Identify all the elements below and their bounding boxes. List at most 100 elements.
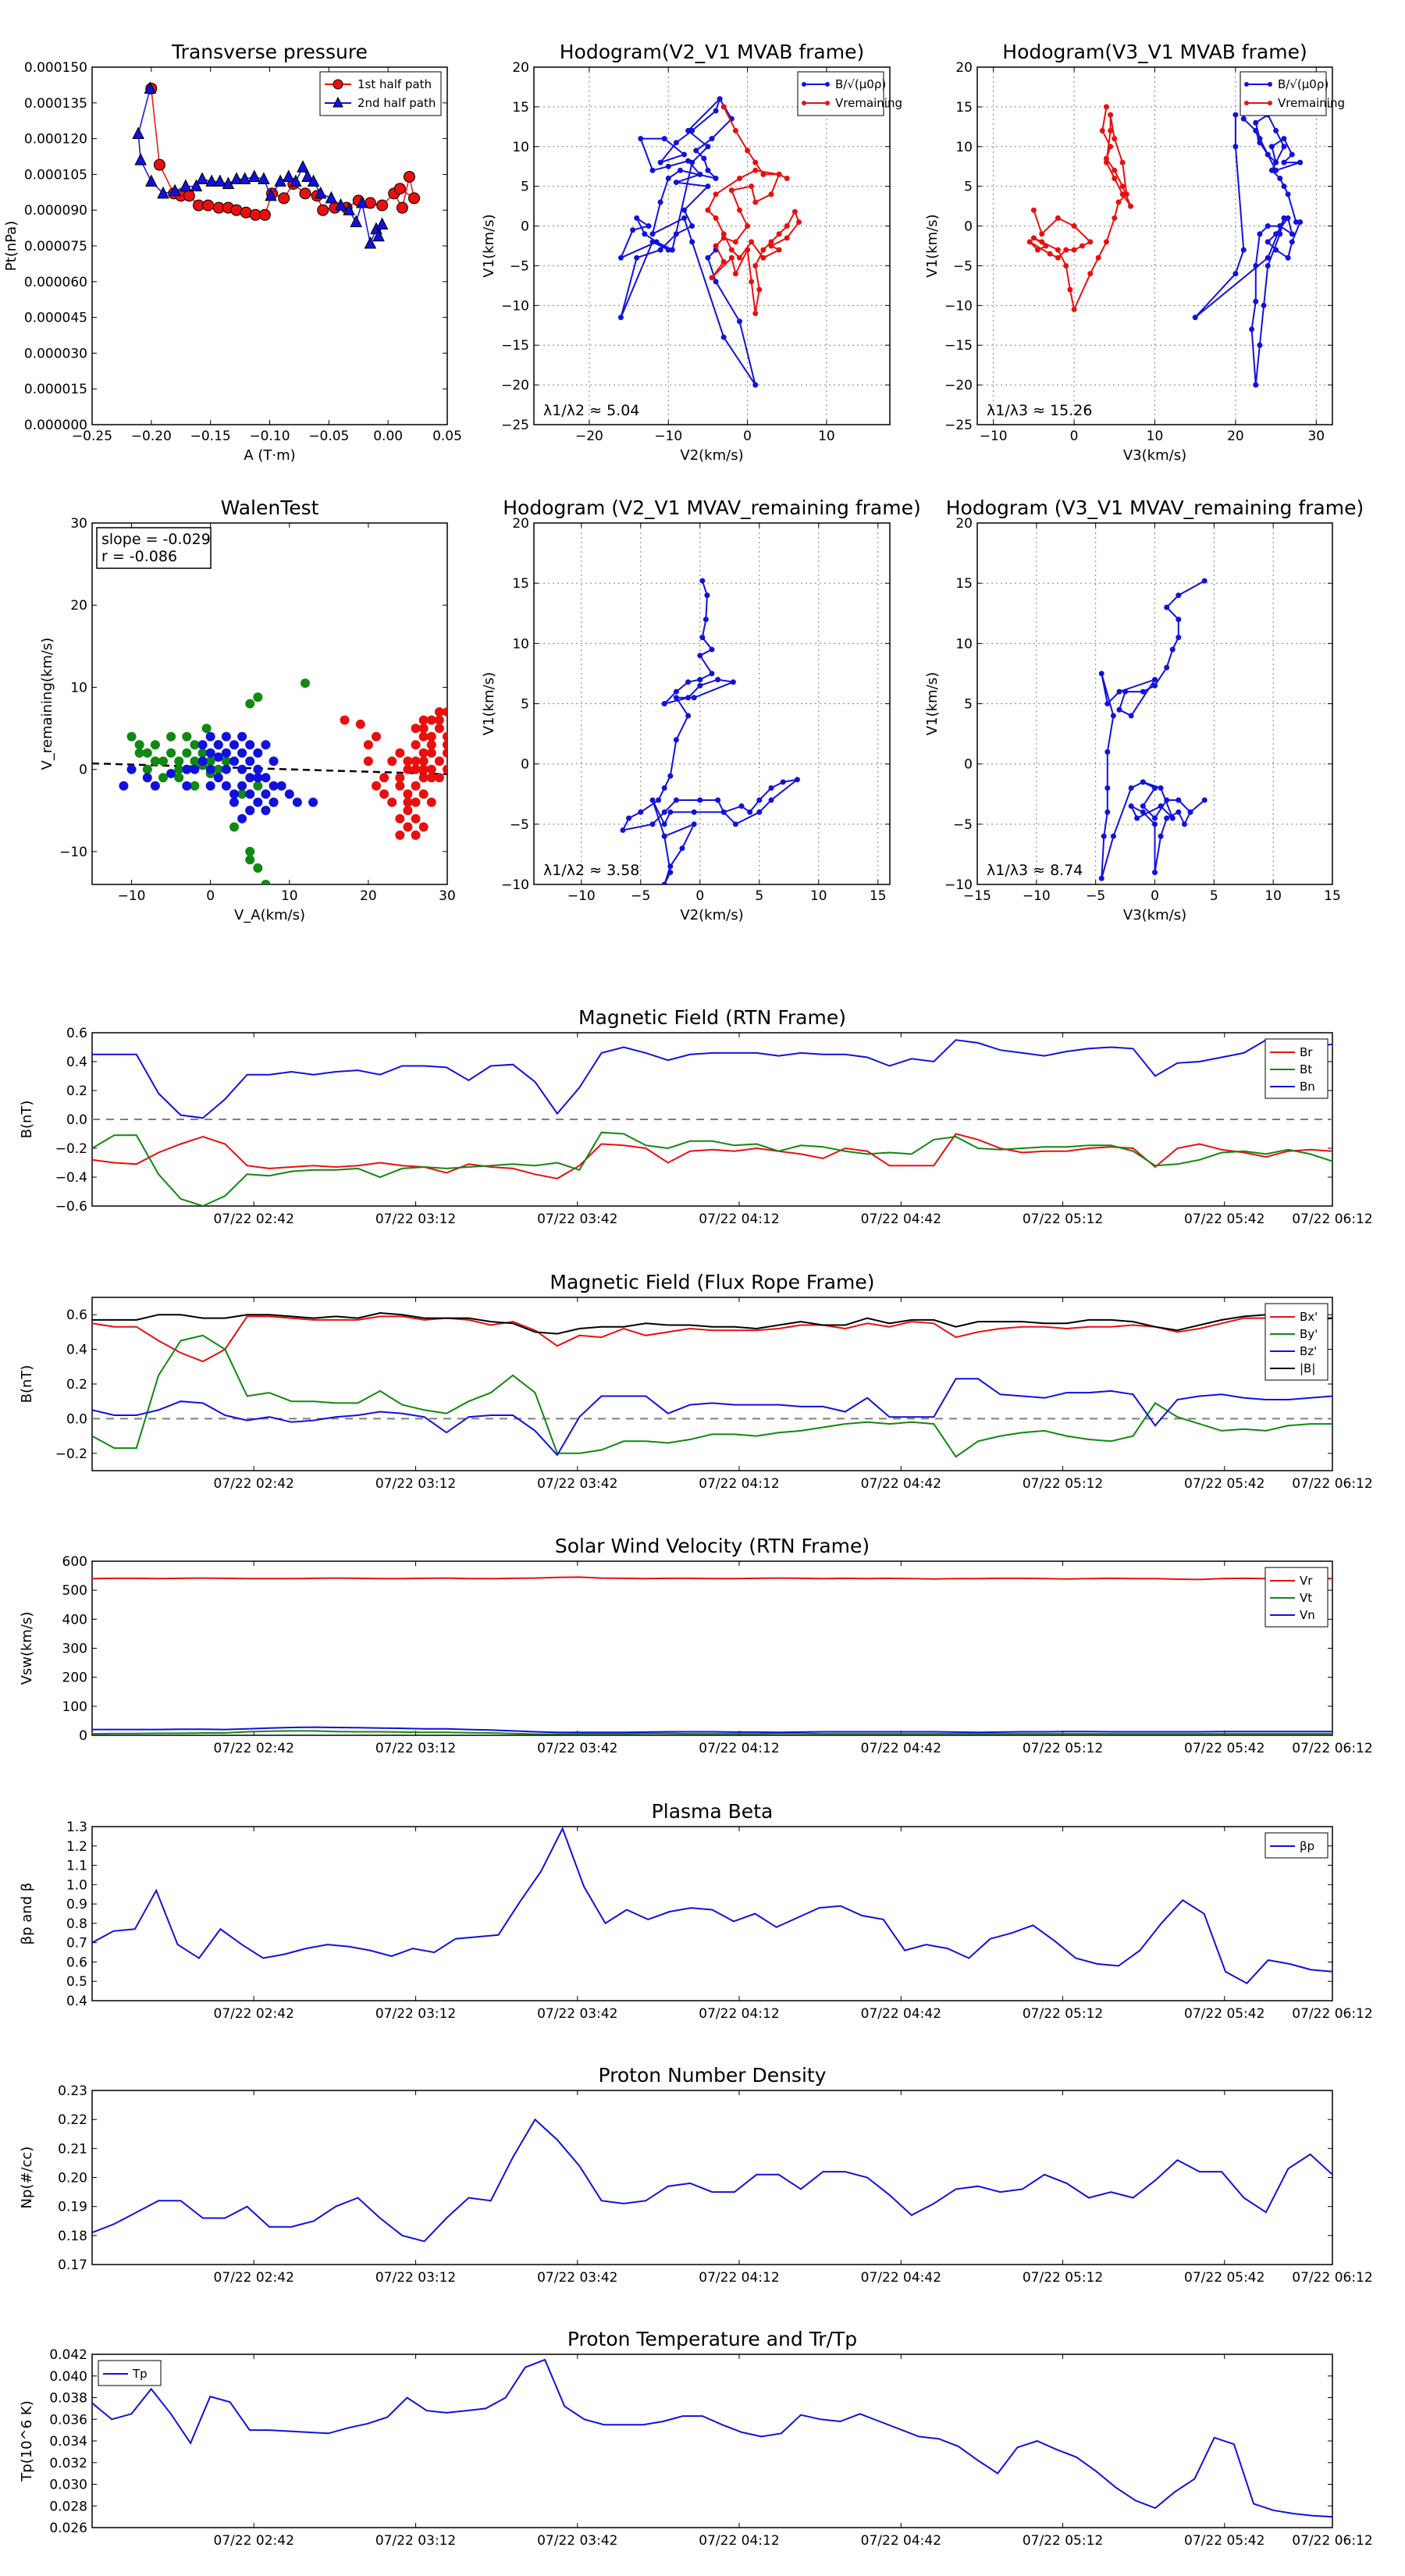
- data-point: [418, 764, 429, 774]
- x-tick-label: −0.25: [72, 429, 112, 444]
- data-point: [182, 781, 192, 791]
- data-point: [736, 207, 742, 213]
- data-point: [1253, 382, 1259, 388]
- y-tick-label: 0.000000: [24, 418, 87, 433]
- data-point: [749, 183, 755, 190]
- data-point: [134, 740, 144, 750]
- time-tick-label: 07/22 02:42: [214, 1212, 294, 1227]
- data-point: [258, 208, 271, 221]
- time-tick-label: 07/22 04:12: [699, 2533, 779, 2549]
- data-point: [245, 789, 255, 799]
- y-tick-label: 0.0: [66, 1112, 87, 1128]
- data-point: [1176, 592, 1182, 599]
- legend-label: Bn: [1300, 1080, 1315, 1094]
- y-tick-label: −25: [501, 418, 529, 433]
- data-point: [119, 781, 129, 791]
- data-point: [258, 172, 270, 185]
- time-tick-label: 07/22 03:12: [375, 1212, 456, 1227]
- data-point: [343, 203, 355, 215]
- eigenvalue-ratio: λ1/λ3 ≈ 8.74: [987, 862, 1083, 879]
- data-point: [667, 870, 674, 876]
- data-point: [237, 813, 247, 824]
- data-point: [638, 136, 644, 142]
- y-tick-label: 15: [512, 576, 529, 592]
- y-tick-label: 0.21: [58, 2141, 87, 2157]
- plot-area: [1098, 578, 1208, 881]
- legend-label: Br: [1300, 1045, 1313, 1059]
- data-point: [689, 127, 695, 133]
- data-point: [308, 797, 318, 807]
- plot-frame: [533, 66, 891, 425]
- data-point: [713, 279, 719, 285]
- data-point: [1277, 175, 1283, 181]
- data-point: [1264, 223, 1271, 229]
- x-tick-label: 20: [1227, 429, 1244, 444]
- time-tick-label: 07/22 05:12: [1023, 1476, 1103, 1492]
- y-tick-label: 5: [964, 697, 973, 713]
- data-point: [222, 176, 235, 190]
- x-tick-label: −10: [118, 888, 146, 904]
- data-point: [1110, 833, 1116, 839]
- y-axis-label: Tp(10^6 K): [19, 2400, 35, 2482]
- y-tick-label: 0.000150: [24, 60, 87, 76]
- x-tick-label: 30: [439, 888, 456, 904]
- time-tick-label: 07/22 03:42: [537, 2533, 617, 2549]
- data-point: [702, 616, 709, 622]
- data-point: [269, 797, 279, 807]
- data-point: [1112, 167, 1118, 173]
- y-tick-label: 5: [521, 180, 529, 195]
- y-tick-label: −20: [944, 378, 973, 393]
- data-point: [1104, 809, 1111, 815]
- plot-area: [92, 1039, 1332, 1206]
- data-point: [1277, 231, 1283, 237]
- data-point: [661, 881, 667, 884]
- y-axis-label: Vsw(km/s): [19, 1612, 35, 1685]
- data-point: [1273, 159, 1279, 165]
- y-tick-label: −20: [501, 378, 529, 393]
- y-tick-label: 500: [62, 1583, 87, 1599]
- y-tick-label: 0.000030: [24, 346, 87, 361]
- data-point: [443, 731, 447, 742]
- data-point: [1273, 231, 1279, 237]
- data-point: [709, 646, 715, 653]
- data-point: [1140, 809, 1146, 815]
- data-point: [1281, 215, 1287, 221]
- x-tick-label: −20: [575, 429, 603, 444]
- data-point: [253, 764, 263, 774]
- chart-panel-1: Transverse pressure −0.25 −0.20 −0.15 −0.10 −…: [3, 41, 462, 464]
- data-point: [657, 159, 663, 165]
- data-point: [1112, 175, 1118, 181]
- legend-label: Vr: [1300, 1574, 1313, 1588]
- data-point: [699, 635, 706, 641]
- data-point: [657, 247, 663, 253]
- data-point: [1240, 116, 1247, 122]
- data-point: [426, 797, 436, 807]
- x-tick-label: 5: [755, 888, 763, 904]
- time-tick-label: 07/22 05:42: [1184, 2270, 1264, 2286]
- legend-label: 1st half path: [357, 77, 432, 91]
- data-point: [1103, 239, 1109, 245]
- plot-area: [92, 1576, 1332, 1735]
- data-point: [261, 789, 271, 799]
- data-point: [180, 179, 192, 192]
- y-tick-label: 0.000105: [24, 167, 87, 183]
- data-point: [403, 822, 413, 832]
- series-line-np: [92, 2118, 1332, 2243]
- legend: B/√(μ0ρ) Vremaining: [1240, 71, 1345, 116]
- data-point: [1253, 262, 1259, 269]
- data-point: [142, 748, 152, 758]
- data-point: [673, 231, 679, 237]
- data-point: [649, 821, 656, 827]
- data-point: [169, 183, 181, 197]
- data-point: [720, 809, 727, 815]
- data-point: [768, 191, 774, 197]
- data-point: [649, 231, 656, 237]
- data-point: [253, 781, 263, 791]
- data-point: [617, 254, 624, 261]
- data-point: [197, 756, 208, 767]
- data-point: [245, 806, 255, 816]
- data-point: [1063, 247, 1069, 253]
- data-point: [237, 748, 247, 758]
- stats-text: slope = -0.029: [101, 531, 211, 548]
- data-point: [190, 781, 200, 791]
